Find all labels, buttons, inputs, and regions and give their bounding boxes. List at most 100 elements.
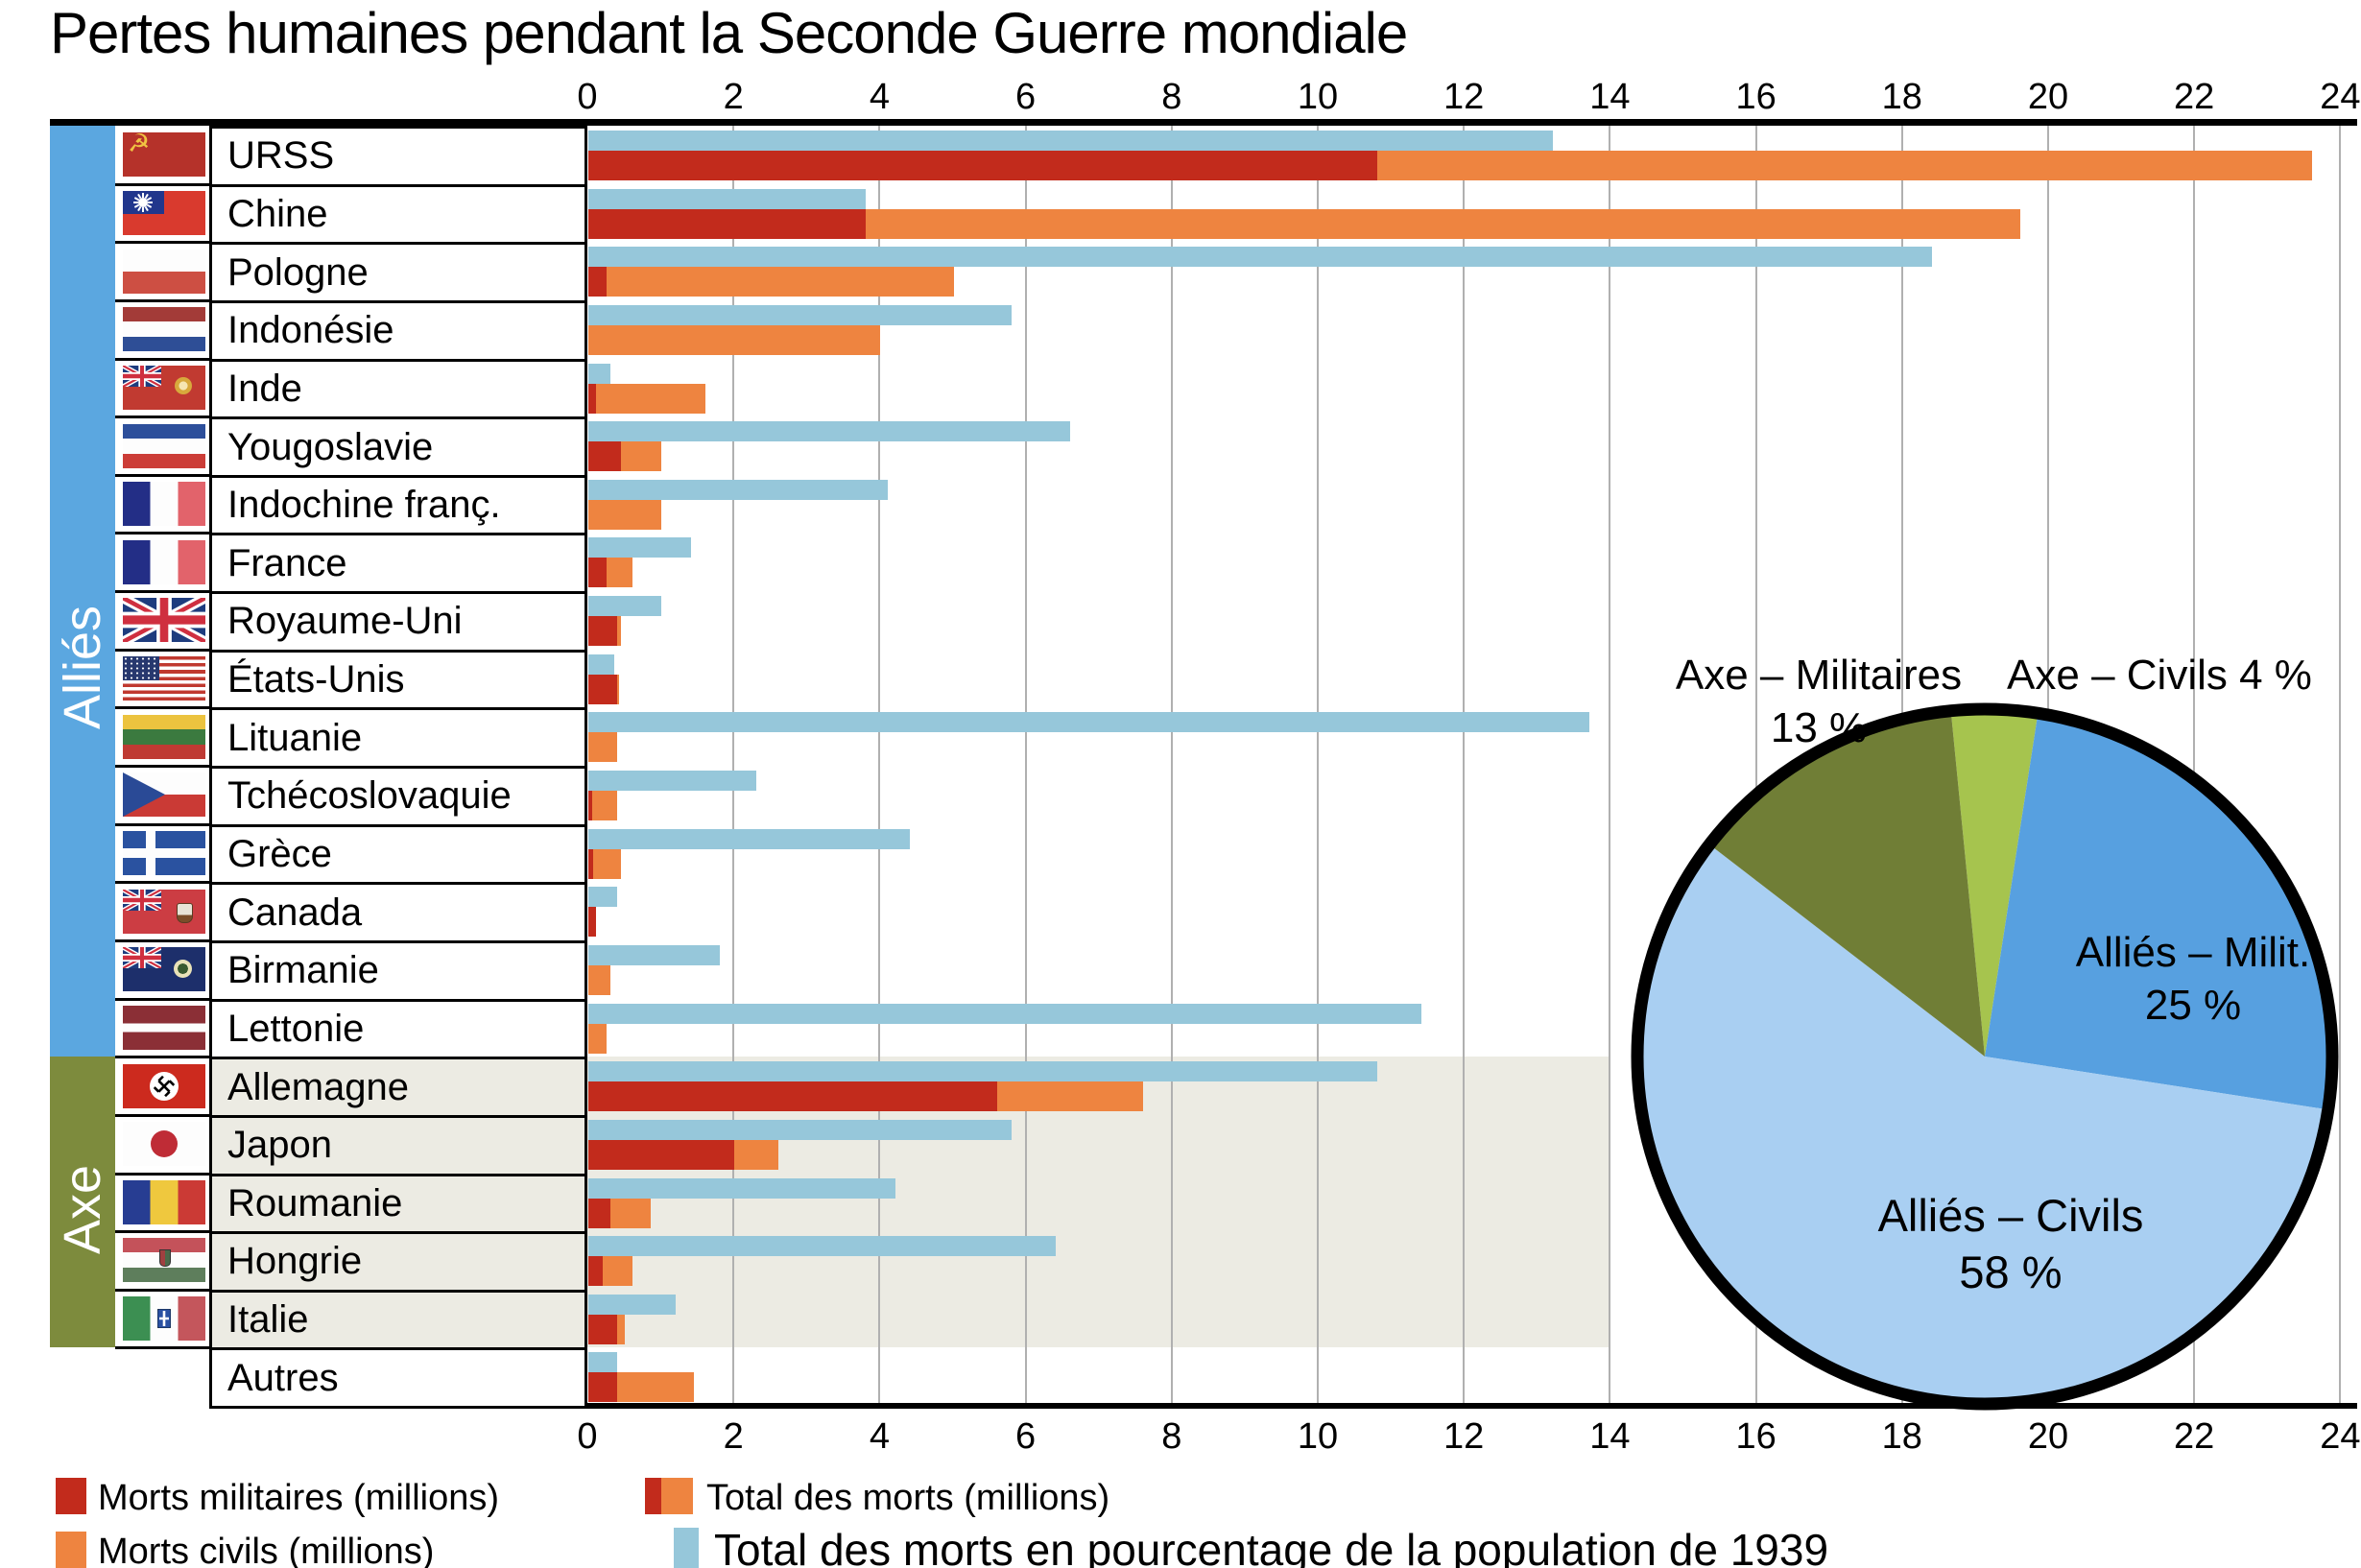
pie-label-allies-civils: Alliés – Civils 58 % [1809, 1188, 2212, 1301]
bar-pct-population [588, 304, 1013, 325]
country-cell-10: Lituanie [209, 707, 587, 767]
table-top-border [50, 119, 2357, 126]
bar-pct-population [588, 712, 1589, 733]
flag-row-separator [115, 765, 209, 769]
band-allies [50, 126, 115, 1057]
x-tick-top-0: 0 [577, 77, 598, 117]
bar-total-civil [588, 1023, 608, 1054]
star-of-india-icon [175, 376, 192, 394]
country-cell-9: États-Unis [209, 649, 587, 708]
flag-lituanie [123, 714, 205, 759]
flag-row-separator [115, 1113, 209, 1117]
flag-row-separator [115, 241, 209, 245]
flag-france [123, 539, 205, 584]
flag-row-separator [115, 473, 209, 477]
peacock-roundel-icon [174, 960, 192, 979]
country-label: Allemagne [227, 1065, 410, 1108]
bar-military [588, 907, 596, 938]
pie-label-axe-militaires-pct: 13 % [1770, 704, 1868, 751]
bar-military [588, 674, 618, 704]
flag-row-separator [115, 881, 209, 885]
bar-pct-population [588, 887, 618, 908]
country-cell-17: Japon [209, 1114, 587, 1174]
x-tick-top-16: 16 [1735, 77, 1777, 117]
legend-label-civil: Morts civils (millions) [98, 1532, 435, 1568]
bar-military [588, 1081, 998, 1112]
bar-pct-population [588, 1003, 1421, 1024]
flag-row-separator [115, 1172, 209, 1176]
flag-indochine [123, 482, 205, 527]
gridline-14 [1609, 126, 1611, 1403]
flag-row-separator [115, 938, 209, 942]
x-tick-bottom-24: 24 [2320, 1416, 2361, 1457]
bar-pct-population [588, 131, 1553, 151]
x-tick-bottom-14: 14 [1589, 1416, 1631, 1457]
pie-label-allies-civils-text: Alliés – Civils [1877, 1190, 2144, 1241]
union-jack-icon [123, 889, 163, 913]
x-tick-bottom-0: 0 [577, 1416, 598, 1457]
country-cell-13: Canada [209, 882, 587, 940]
bar-total-civil [588, 791, 618, 821]
country-label: Yougoslavie [227, 425, 434, 468]
x-tick-bottom-6: 6 [1015, 1416, 1037, 1457]
pie-label-axe-militaires-text: Axe – Militaires [1675, 652, 1963, 699]
bar-military [588, 383, 596, 414]
country-label: Lituanie [227, 716, 363, 759]
flag-inde [123, 365, 205, 410]
country-cell-12: Grèce [209, 823, 587, 883]
x-tick-bottom-10: 10 [1297, 1416, 1339, 1457]
country-label: Tchécoslovaquie [227, 774, 512, 818]
bar-pct-population [588, 944, 720, 965]
country-label: Canada [227, 891, 363, 934]
legend-label-pct: Total des morts en pourcentage de la pop… [714, 1525, 1829, 1568]
x-tick-top-4: 4 [869, 77, 890, 117]
greek-cross-h [123, 848, 205, 858]
country-label: URSS [227, 134, 335, 178]
bar-military [588, 848, 593, 879]
country-label: Royaume-Uni [227, 600, 463, 643]
country-label: Indonésie [227, 309, 394, 352]
page-title: Pertes humaines pendant la Seconde Guerr… [50, 1, 1408, 65]
pie-label-allies-militaires: Alliés – Milit. 25 % [2020, 926, 2361, 1032]
union-jack-icon [123, 947, 163, 971]
pie-outline [1631, 702, 2339, 1411]
flag-row-separator [115, 416, 209, 419]
white-sun-icon [133, 192, 153, 212]
flag-canada [123, 889, 205, 934]
gridline-6 [1024, 126, 1027, 1403]
x-tick-top-2: 2 [723, 77, 744, 117]
bar-military [588, 151, 1377, 180]
canada-shield-icon [177, 902, 193, 923]
bar-military [588, 267, 608, 297]
bar-pct-population [588, 596, 662, 617]
gridline-24 [2339, 126, 2342, 1403]
flag-hongrie [123, 1238, 205, 1283]
country-label: Pologne [227, 250, 369, 294]
bar-military [588, 1139, 735, 1170]
country-label: Grèce [227, 832, 332, 875]
flag-indonesie [123, 307, 205, 352]
pie-label-axe-civils-text: Axe – Civils 4 % [2007, 652, 2312, 699]
x-tick-top-20: 20 [2027, 77, 2069, 117]
legend-swatch-total [645, 1478, 693, 1514]
bar-pct-population [588, 1236, 1057, 1257]
country-label: Inde [227, 367, 302, 410]
x-tick-bottom-16: 16 [1735, 1416, 1777, 1457]
x-tick-bottom-4: 4 [869, 1416, 890, 1457]
x-tick-top-18: 18 [1881, 77, 1922, 117]
pie-label-axe-civils: Axe – Civils 4 % [2001, 649, 2318, 701]
legend-label-total: Total des morts (millions) [706, 1478, 1110, 1518]
flag-italie [123, 1296, 205, 1342]
bar-pct-population [588, 771, 757, 792]
x-tick-top-6: 6 [1015, 77, 1037, 117]
country-label: France [227, 541, 347, 584]
legend-swatch-civil [56, 1532, 86, 1568]
country-label: États-Unis [227, 658, 405, 701]
union-jack-icon [123, 365, 163, 390]
x-tick-bottom-18: 18 [1881, 1416, 1922, 1457]
pie-label-axe-militaires: Axe – Militaires 13 % [1632, 649, 2006, 754]
country-cell-15: Lettonie [209, 998, 587, 1057]
bar-military [588, 1198, 610, 1228]
flag-etats_unis [123, 656, 205, 701]
